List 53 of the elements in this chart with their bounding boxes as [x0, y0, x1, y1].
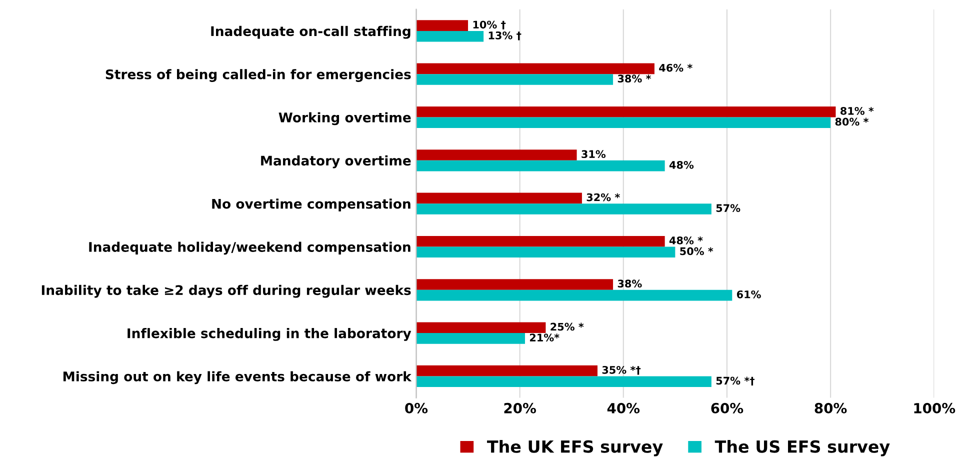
x-tick-label: 40%	[607, 402, 640, 414]
bar	[416, 63, 654, 74]
bar	[416, 290, 732, 301]
bar	[416, 160, 665, 172]
data-label: 21%*	[530, 334, 560, 342]
data-label: 25% *	[550, 322, 584, 331]
data-label: 48% *	[669, 236, 703, 244]
bar	[416, 365, 598, 376]
data-label: 80% *	[835, 118, 869, 126]
y-tick-label: Inadequate holiday/weekend compensation	[89, 242, 410, 255]
y-tick-label: Stress of being called-in for emergencies	[106, 69, 411, 82]
y-tick-label: Inadequate on-call staffing	[211, 26, 410, 39]
x-tick-label: 0%	[405, 402, 428, 414]
bar	[416, 192, 582, 204]
bar	[416, 106, 836, 118]
bar	[416, 246, 676, 258]
data-label: 57% *†	[716, 376, 755, 386]
data-label: 35% *†	[602, 366, 641, 375]
bar	[416, 150, 577, 160]
bar	[416, 30, 484, 42]
data-label: 61%	[736, 290, 761, 298]
bar	[416, 204, 712, 214]
data-label: 48%	[669, 160, 694, 169]
legend-label: The UK EFS survey	[487, 440, 663, 456]
bar	[416, 20, 468, 31]
data-label: 38%	[618, 280, 642, 288]
y-tick-label: Inability to take ≥2 days off during regular weeks	[42, 284, 411, 298]
bar	[416, 279, 614, 290]
bar	[416, 117, 831, 128]
bar	[416, 333, 525, 344]
y-tick-label: Inflexible scheduling in the laboratory	[128, 328, 412, 341]
y-tick-label: No overtime compensation	[212, 198, 410, 212]
data-label: 46% *	[659, 64, 692, 72]
x-tick-label: 80%	[814, 402, 847, 414]
x-tick-label: 60%	[711, 402, 744, 414]
bar	[416, 376, 712, 388]
bar	[416, 236, 665, 247]
data-label: 81% *	[840, 107, 874, 115]
x-tick-label: 100%	[914, 402, 956, 414]
data-label: 31%	[582, 150, 606, 158]
y-tick-label: Working overtime	[278, 112, 411, 126]
y-tick-label: Missing out on key life events because of work	[63, 371, 412, 384]
legend-label: The US EFS survey	[714, 440, 890, 456]
data-label: 50% *	[680, 247, 714, 256]
data-label: 38% *	[618, 74, 651, 83]
data-label: 13% †	[488, 31, 522, 40]
bar	[416, 322, 546, 334]
data-label: 32% *	[586, 193, 620, 202]
y-tick-label: Mandatory overtime	[261, 155, 411, 168]
x-tick-label: 20%	[504, 402, 536, 414]
data-label: 10% †	[473, 20, 506, 30]
bar	[416, 74, 614, 85]
data-label: 57%	[716, 204, 740, 212]
